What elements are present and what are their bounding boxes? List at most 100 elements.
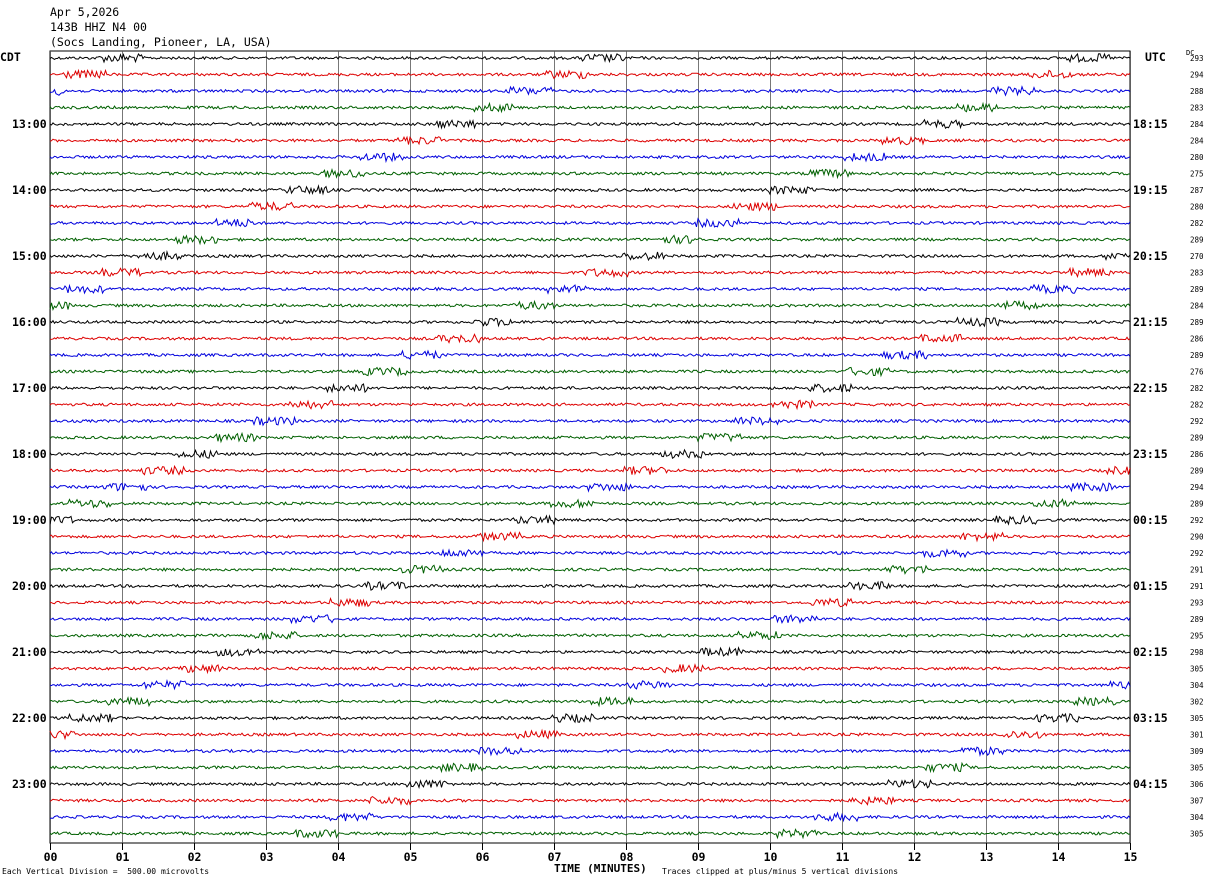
seismic-trace bbox=[49, 415, 1131, 427]
x-tick-label: 04 bbox=[332, 850, 346, 864]
x-tick-label: 01 bbox=[116, 850, 130, 864]
dc-offset-value: 286 bbox=[1190, 450, 1204, 459]
seismic-trace bbox=[49, 712, 1131, 724]
seismic-trace bbox=[49, 85, 1131, 97]
x-tick-label: 11 bbox=[836, 850, 850, 864]
dc-offset-value: 270 bbox=[1190, 252, 1204, 261]
seismic-trace bbox=[49, 614, 1131, 625]
seismic-trace bbox=[49, 498, 1131, 509]
seismic-trace bbox=[49, 316, 1131, 328]
station-code: 143B HHZ N4 00 bbox=[50, 20, 147, 34]
seismic-trace bbox=[49, 761, 1131, 774]
dc-offset-value: 289 bbox=[1190, 467, 1204, 476]
left-hour-label: 16:00 bbox=[12, 315, 47, 329]
seismic-trace bbox=[49, 778, 1131, 789]
seismic-trace bbox=[49, 746, 1131, 757]
right-hour-label: 19:15 bbox=[1133, 183, 1168, 197]
seismic-trace bbox=[49, 678, 1131, 691]
dc-offset-value: 286 bbox=[1190, 335, 1204, 344]
dc-offset-header: DC bbox=[1186, 49, 1195, 57]
x-axis-label: TIME (MINUTES) bbox=[554, 862, 647, 875]
dc-offset-value: 289 bbox=[1190, 500, 1204, 509]
right-hour-label: 03:15 bbox=[1133, 711, 1168, 725]
x-tick-label: 13 bbox=[980, 850, 994, 864]
x-tick-label: 14 bbox=[1052, 850, 1066, 864]
seismic-trace bbox=[49, 349, 1131, 361]
dc-offset-value: 284 bbox=[1190, 120, 1204, 129]
dc-offset-value: 294 bbox=[1190, 483, 1204, 492]
seismic-trace bbox=[49, 333, 1131, 344]
dc-offset-value: 289 bbox=[1190, 318, 1204, 327]
seismic-trace bbox=[49, 481, 1131, 493]
dc-offset-value: 292 bbox=[1190, 549, 1204, 558]
seismic-trace bbox=[49, 283, 1131, 295]
dc-offset-value: 282 bbox=[1190, 384, 1204, 393]
left-hour-label: 21:00 bbox=[12, 645, 47, 659]
right-hour-label: 20:15 bbox=[1133, 249, 1168, 263]
x-tick-label: 09 bbox=[692, 850, 706, 864]
seismic-trace bbox=[49, 795, 1131, 806]
x-tick-label: 15 bbox=[1124, 850, 1138, 864]
x-tick-label: 10 bbox=[764, 850, 778, 864]
x-tick-label: 08 bbox=[620, 850, 634, 864]
right-hour-label: 18:15 bbox=[1133, 117, 1168, 131]
dc-offset-value: 293 bbox=[1190, 54, 1204, 63]
dc-offset-value: 289 bbox=[1190, 285, 1204, 294]
dc-offset-value: 275 bbox=[1190, 170, 1204, 179]
right-hour-label: 01:15 bbox=[1133, 579, 1168, 593]
seismic-trace bbox=[49, 564, 1131, 575]
dc-offset-value: 298 bbox=[1190, 648, 1204, 657]
dc-offset-value: 304 bbox=[1190, 681, 1204, 690]
right-hour-label: 00:15 bbox=[1133, 513, 1168, 527]
dc-offset-value: 292 bbox=[1190, 516, 1204, 525]
seismic-trace bbox=[49, 531, 1131, 543]
dc-offset-value: 293 bbox=[1190, 599, 1204, 608]
seismic-trace bbox=[49, 828, 1131, 840]
seismic-trace bbox=[49, 234, 1131, 246]
seismic-trace bbox=[49, 646, 1131, 657]
seismic-trace bbox=[49, 201, 1131, 212]
plot-frame bbox=[49, 50, 1131, 844]
right-hour-label: 04:15 bbox=[1133, 777, 1168, 791]
left-hour-label: 23:00 bbox=[12, 777, 47, 791]
seismic-trace bbox=[49, 448, 1131, 459]
left-hour-label: 17:00 bbox=[12, 381, 47, 395]
left-hour-label: 13:00 bbox=[12, 117, 47, 131]
seismic-trace bbox=[49, 663, 1131, 675]
dc-offset-value: 290 bbox=[1190, 533, 1204, 542]
dc-offset-value: 289 bbox=[1190, 351, 1204, 360]
dc-offset-value: 289 bbox=[1190, 615, 1204, 624]
seismic-trace bbox=[49, 52, 1131, 64]
right-timezone-label: UTC bbox=[1145, 50, 1166, 64]
seismic-trace bbox=[49, 118, 1131, 130]
left-hour-label: 18:00 bbox=[12, 447, 47, 461]
scale-note: Each Vertical Division = 500.00 microvol… bbox=[2, 867, 210, 876]
x-tick-label: 05 bbox=[404, 850, 418, 864]
seismic-trace bbox=[49, 580, 1130, 591]
seismic-trace bbox=[49, 167, 1131, 180]
dc-offset-value: 284 bbox=[1190, 137, 1204, 146]
clip-note: Traces clipped at plus/minus 5 vertical … bbox=[662, 867, 899, 876]
dc-offset-value: 289 bbox=[1190, 236, 1204, 245]
left-timezone-label: CDT bbox=[0, 50, 21, 64]
seismic-trace bbox=[49, 366, 1131, 378]
dc-offset-value: 288 bbox=[1190, 87, 1204, 96]
seismic-trace bbox=[49, 266, 1131, 279]
right-hour-label: 02:15 bbox=[1133, 645, 1168, 659]
dc-offset-value: 282 bbox=[1190, 401, 1204, 410]
dc-offset-value: 283 bbox=[1190, 104, 1204, 113]
x-tick-label: 02 bbox=[188, 850, 202, 864]
left-hour-label: 22:00 bbox=[12, 711, 47, 725]
station-location: (Socs Landing, Pioneer, LA, USA) bbox=[50, 35, 272, 49]
dc-offset-value: 305 bbox=[1190, 764, 1204, 773]
x-tick-label: 03 bbox=[260, 850, 274, 864]
dc-offset-value: 280 bbox=[1190, 153, 1204, 162]
dc-offset-value: 302 bbox=[1190, 698, 1204, 707]
dc-offset-value: 292 bbox=[1190, 417, 1204, 426]
x-tick-label: 06 bbox=[476, 850, 490, 864]
seismic-trace bbox=[49, 514, 1131, 526]
x-tick-label: 12 bbox=[908, 850, 922, 864]
seismic-trace bbox=[49, 250, 1131, 262]
dc-offset-value: 294 bbox=[1190, 71, 1204, 80]
dc-offset-value: 289 bbox=[1190, 434, 1204, 443]
